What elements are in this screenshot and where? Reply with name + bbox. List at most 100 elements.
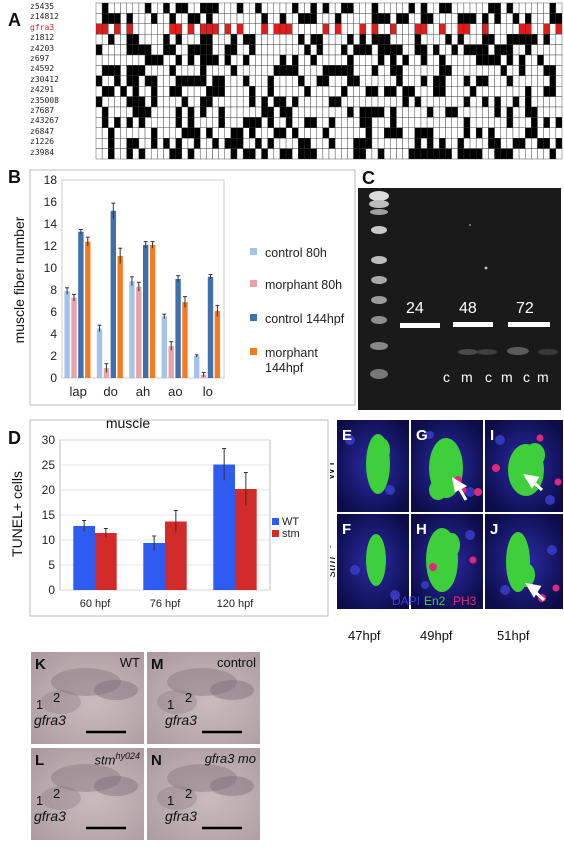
matrix-cell bbox=[292, 117, 299, 129]
matrix-cell bbox=[390, 34, 397, 45]
panel-label-d: D bbox=[8, 428, 21, 448]
matrix-cell bbox=[206, 96, 213, 108]
marker-1: 1 bbox=[36, 697, 44, 712]
matrix-cell bbox=[292, 106, 299, 118]
matrix-cell bbox=[365, 65, 373, 77]
matrix-cell bbox=[304, 117, 311, 129]
matrix-cell bbox=[353, 117, 360, 129]
matrix-cell bbox=[150, 44, 158, 56]
matrix-cell bbox=[469, 13, 477, 24]
matrix-cell bbox=[267, 23, 275, 35]
matrix-cell bbox=[353, 54, 360, 66]
x-tick-label: 76 hpf bbox=[150, 598, 182, 610]
matrix-cell bbox=[95, 137, 103, 149]
matrix-cell bbox=[193, 34, 201, 45]
matrix-cell bbox=[396, 127, 403, 139]
matrix-cell bbox=[310, 148, 317, 160]
matrix-cell bbox=[255, 44, 262, 56]
matrix-cell bbox=[451, 13, 458, 24]
panel-title: gfra3 mo bbox=[204, 751, 256, 766]
matrix-cell bbox=[279, 54, 287, 66]
matrix-cell bbox=[525, 117, 532, 129]
matrix-cell bbox=[549, 75, 557, 87]
matrix-cell bbox=[451, 137, 458, 149]
matrix-cell bbox=[255, 65, 262, 77]
matrix-cell bbox=[169, 127, 176, 139]
matrix-cell bbox=[193, 2, 201, 14]
matrix-cell bbox=[218, 148, 225, 160]
matrix-cell bbox=[439, 117, 446, 129]
matrix-cell bbox=[426, 85, 434, 97]
matrix-cell bbox=[500, 23, 508, 35]
matrix-cell bbox=[463, 13, 471, 24]
matrix-cell bbox=[365, 106, 373, 118]
matrix-cell bbox=[279, 75, 287, 87]
matrix-cell bbox=[494, 117, 501, 129]
matrix-cell bbox=[537, 137, 544, 149]
gel-time-24: 24 bbox=[406, 300, 424, 317]
matrix-cell bbox=[414, 106, 422, 118]
gene-row-label: z7687 bbox=[30, 106, 55, 115]
panel-label-b: B bbox=[8, 167, 21, 187]
matrix-cell bbox=[365, 44, 373, 56]
matrix-cell bbox=[420, 34, 428, 45]
matrix-cell bbox=[285, 85, 293, 97]
matrix-cell bbox=[298, 117, 305, 129]
matrix-cell bbox=[150, 54, 158, 66]
matrix-cell bbox=[236, 54, 244, 66]
matrix-cell bbox=[292, 137, 299, 149]
matrix-cell bbox=[193, 85, 201, 97]
matrix-cell bbox=[132, 54, 140, 66]
matrix-cell bbox=[402, 148, 409, 160]
gene-row-label: z43267 bbox=[30, 116, 59, 126]
matrix-cell bbox=[512, 34, 520, 45]
matrix-cell bbox=[304, 44, 311, 56]
matrix-cell bbox=[126, 2, 133, 14]
matrix-cell bbox=[383, 127, 391, 139]
legend-label: morphant 144hpf bbox=[265, 346, 318, 375]
matrix-cell bbox=[114, 34, 121, 45]
matrix-cell bbox=[193, 96, 201, 108]
y-tick-label: 0 bbox=[48, 583, 55, 597]
matrix-cell bbox=[249, 75, 256, 87]
matrix-cell bbox=[506, 106, 514, 118]
matrix-cell bbox=[249, 44, 256, 56]
matrix-cell bbox=[292, 65, 299, 77]
matrix-cell bbox=[114, 65, 121, 77]
matrix-cell bbox=[408, 13, 416, 24]
matrix-cell bbox=[451, 148, 458, 160]
gene-label: gfra3 bbox=[165, 808, 197, 824]
matrix-cell bbox=[236, 127, 244, 139]
matrix-cell bbox=[506, 23, 514, 35]
matrix-cell bbox=[451, 75, 458, 87]
matrix-cell bbox=[341, 85, 348, 97]
matrix-cell bbox=[193, 23, 201, 35]
matrix-cell bbox=[531, 96, 538, 108]
matrix-cell bbox=[457, 117, 465, 129]
bar bbox=[73, 526, 95, 590]
matrix-cell bbox=[457, 44, 465, 56]
matrix-cell bbox=[371, 65, 379, 77]
matrix-cell bbox=[555, 13, 563, 24]
matrix-cell bbox=[390, 23, 397, 35]
matrix-cell bbox=[206, 117, 213, 129]
matrix-cell bbox=[126, 23, 133, 35]
matrix-cell bbox=[500, 44, 508, 56]
matrix-cell bbox=[433, 13, 440, 24]
matrix-cell bbox=[328, 96, 336, 108]
matrix-cell bbox=[445, 13, 452, 24]
matrix-cell bbox=[359, 117, 366, 129]
matrix-cell bbox=[482, 54, 489, 66]
matrix-cell bbox=[525, 106, 532, 118]
matrix-cell bbox=[353, 75, 360, 87]
matrix-cell bbox=[108, 117, 115, 129]
matrix-cell bbox=[316, 13, 324, 24]
bar bbox=[165, 521, 187, 590]
matrix-cell bbox=[543, 75, 550, 87]
matrix-cell bbox=[365, 13, 373, 24]
matrix-cell bbox=[371, 54, 379, 66]
matrix-cell bbox=[249, 34, 256, 45]
matrix-cell bbox=[242, 127, 250, 139]
matrix-cell bbox=[402, 23, 409, 35]
